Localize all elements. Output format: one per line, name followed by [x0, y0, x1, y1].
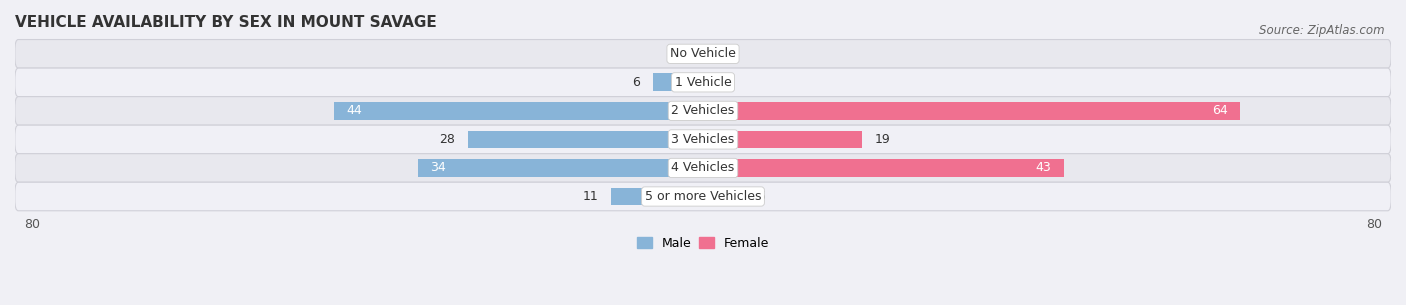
Bar [333, 102, 703, 120]
Text: 5 or more Vehicles: 5 or more Vehicles [645, 190, 761, 203]
Legend: Male, Female: Male, Female [631, 232, 775, 255]
Text: Source: ZipAtlas.com: Source: ZipAtlas.com [1260, 24, 1385, 38]
FancyBboxPatch shape [15, 125, 1391, 154]
Text: 64: 64 [1212, 104, 1227, 117]
FancyBboxPatch shape [15, 182, 1391, 211]
Text: 11: 11 [582, 190, 598, 203]
Bar [652, 74, 703, 91]
Text: 0: 0 [716, 47, 724, 60]
Bar [703, 188, 745, 205]
Text: 5: 5 [758, 190, 765, 203]
Text: 19: 19 [875, 133, 891, 146]
Text: 4 Vehicles: 4 Vehicles [672, 161, 734, 174]
Text: 6: 6 [633, 76, 640, 89]
Text: 28: 28 [440, 133, 456, 146]
Bar [418, 159, 703, 177]
FancyBboxPatch shape [15, 68, 1391, 97]
Bar [703, 131, 862, 148]
FancyBboxPatch shape [15, 40, 1391, 68]
Text: 0: 0 [716, 76, 724, 89]
Bar [468, 131, 703, 148]
Bar [610, 188, 703, 205]
Text: 43: 43 [1035, 161, 1052, 174]
Text: VEHICLE AVAILABILITY BY SEX IN MOUNT SAVAGE: VEHICLE AVAILABILITY BY SEX IN MOUNT SAV… [15, 15, 437, 30]
Bar [703, 159, 1064, 177]
Text: 34: 34 [430, 161, 446, 174]
Text: 44: 44 [346, 104, 363, 117]
FancyBboxPatch shape [15, 154, 1391, 182]
Text: 2 Vehicles: 2 Vehicles [672, 104, 734, 117]
FancyBboxPatch shape [15, 97, 1391, 125]
Bar [703, 102, 1240, 120]
Text: 0: 0 [682, 47, 690, 60]
Text: 3 Vehicles: 3 Vehicles [672, 133, 734, 146]
Text: 1 Vehicle: 1 Vehicle [675, 76, 731, 89]
Text: No Vehicle: No Vehicle [671, 47, 735, 60]
